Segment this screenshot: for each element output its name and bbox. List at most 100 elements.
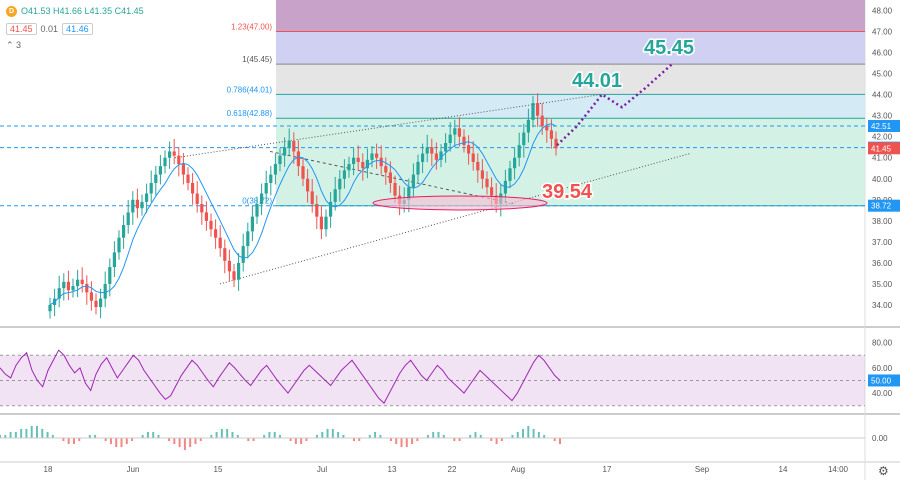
macd-bar bbox=[352, 438, 355, 442]
macd-bar bbox=[389, 438, 392, 442]
macd-bar bbox=[263, 434, 266, 438]
macd-bar bbox=[511, 434, 514, 438]
price-annotation: 39.54 bbox=[542, 181, 593, 203]
macd-bar bbox=[500, 438, 503, 442]
y-tick-label: 35.00 bbox=[872, 280, 893, 289]
macd-bar bbox=[183, 438, 186, 451]
candle-body bbox=[195, 193, 199, 205]
macd-bar bbox=[25, 428, 28, 438]
candle-body bbox=[476, 161, 480, 171]
candle-body bbox=[214, 229, 218, 238]
ask-box[interactable]: 41.46 bbox=[62, 23, 93, 35]
candle-body bbox=[439, 151, 443, 160]
x-tick-label: 15 bbox=[214, 465, 223, 474]
macd-bar bbox=[215, 431, 218, 438]
macd-bar bbox=[189, 438, 192, 448]
macd-bar bbox=[62, 438, 65, 442]
candle-body bbox=[89, 292, 93, 301]
y-tick-label: 37.00 bbox=[872, 238, 893, 247]
macd-bar bbox=[109, 438, 112, 445]
candle-body bbox=[131, 199, 135, 213]
candle-body bbox=[269, 174, 273, 183]
settings-gear-icon[interactable]: ⚙ bbox=[878, 464, 889, 478]
macd-bar bbox=[41, 428, 44, 438]
macd-bar bbox=[279, 434, 281, 438]
candle-body bbox=[135, 199, 139, 209]
candle-body bbox=[223, 248, 227, 261]
macd-bar bbox=[226, 428, 229, 438]
candle-body bbox=[260, 193, 264, 205]
candle-body bbox=[352, 157, 356, 165]
candle-body bbox=[407, 187, 411, 200]
candle-body bbox=[324, 216, 328, 230]
indicator-toggle[interactable]: ⌃ 3 bbox=[6, 39, 22, 50]
macd-bar bbox=[115, 438, 118, 448]
candle-body bbox=[163, 157, 167, 167]
macd-bar bbox=[0, 434, 1, 438]
y-tick-label: 40.00 bbox=[872, 389, 893, 398]
macd-bar bbox=[294, 438, 297, 445]
y-tick-label: 44.00 bbox=[872, 91, 893, 100]
candle-body bbox=[549, 130, 553, 139]
candle-body bbox=[241, 246, 245, 263]
candle-body bbox=[416, 161, 420, 175]
channel-lower-line bbox=[219, 153, 691, 285]
y-tick-label: 80.00 bbox=[872, 339, 893, 348]
rsi-value-label: 50.00 bbox=[871, 376, 892, 385]
macd-bar bbox=[236, 434, 239, 438]
candle-body bbox=[181, 164, 185, 175]
macd-bar bbox=[315, 434, 318, 438]
macd-bar bbox=[199, 438, 202, 442]
candle-body bbox=[444, 143, 448, 152]
candle-body bbox=[490, 187, 494, 196]
y-tick-label: 46.00 bbox=[872, 49, 893, 58]
y-tick-label: 0.00 bbox=[872, 434, 888, 443]
candle-body bbox=[508, 168, 512, 181]
chart-legend: D O41.53 H41.66 L41.35 C41.45 41.45 0.01… bbox=[6, 4, 144, 52]
candle-body bbox=[186, 174, 190, 183]
candle-body bbox=[480, 170, 484, 179]
candle-body bbox=[103, 283, 107, 299]
candle-body bbox=[126, 212, 130, 226]
macd-bar bbox=[453, 438, 456, 442]
macd-bar bbox=[553, 438, 556, 442]
candle-body bbox=[218, 237, 222, 249]
price-tag-label: 38.72 bbox=[871, 202, 892, 211]
macd-bar bbox=[152, 431, 155, 438]
candle-body bbox=[154, 174, 158, 183]
candle-body bbox=[531, 103, 535, 120]
candle-body bbox=[310, 191, 314, 205]
symbol-badge[interactable]: D bbox=[6, 5, 17, 17]
macd-bar bbox=[94, 434, 97, 438]
candle-body bbox=[273, 164, 277, 175]
macd-bar bbox=[30, 425, 33, 438]
candle-body bbox=[94, 300, 98, 308]
candle-body bbox=[393, 182, 397, 196]
candle-body bbox=[140, 201, 144, 209]
candle-body bbox=[227, 260, 231, 272]
x-tick-label: Sep bbox=[695, 465, 710, 474]
candle-body bbox=[158, 166, 162, 175]
macd-bar bbox=[432, 431, 435, 438]
candle-body bbox=[453, 128, 457, 135]
candle-body bbox=[172, 151, 176, 156]
y-tick-label: 34.00 bbox=[872, 301, 893, 310]
candle-body bbox=[471, 153, 475, 162]
candle-body bbox=[149, 182, 153, 194]
price-tag-label: 42.51 bbox=[871, 122, 892, 131]
candle-body bbox=[554, 138, 558, 149]
candle-body bbox=[448, 134, 452, 144]
price-tag bbox=[868, 142, 900, 155]
candle-body bbox=[434, 153, 438, 160]
bid-box[interactable]: 41.45 bbox=[6, 23, 37, 35]
candle-body bbox=[319, 216, 323, 230]
macd-bar bbox=[9, 431, 12, 438]
candle-body bbox=[112, 252, 116, 268]
candle-body bbox=[315, 204, 319, 217]
candle-body bbox=[356, 157, 360, 162]
candle-body bbox=[204, 212, 208, 221]
candle-body bbox=[292, 140, 296, 152]
fib-zone bbox=[276, 0, 865, 32]
macd-bar bbox=[120, 438, 123, 448]
